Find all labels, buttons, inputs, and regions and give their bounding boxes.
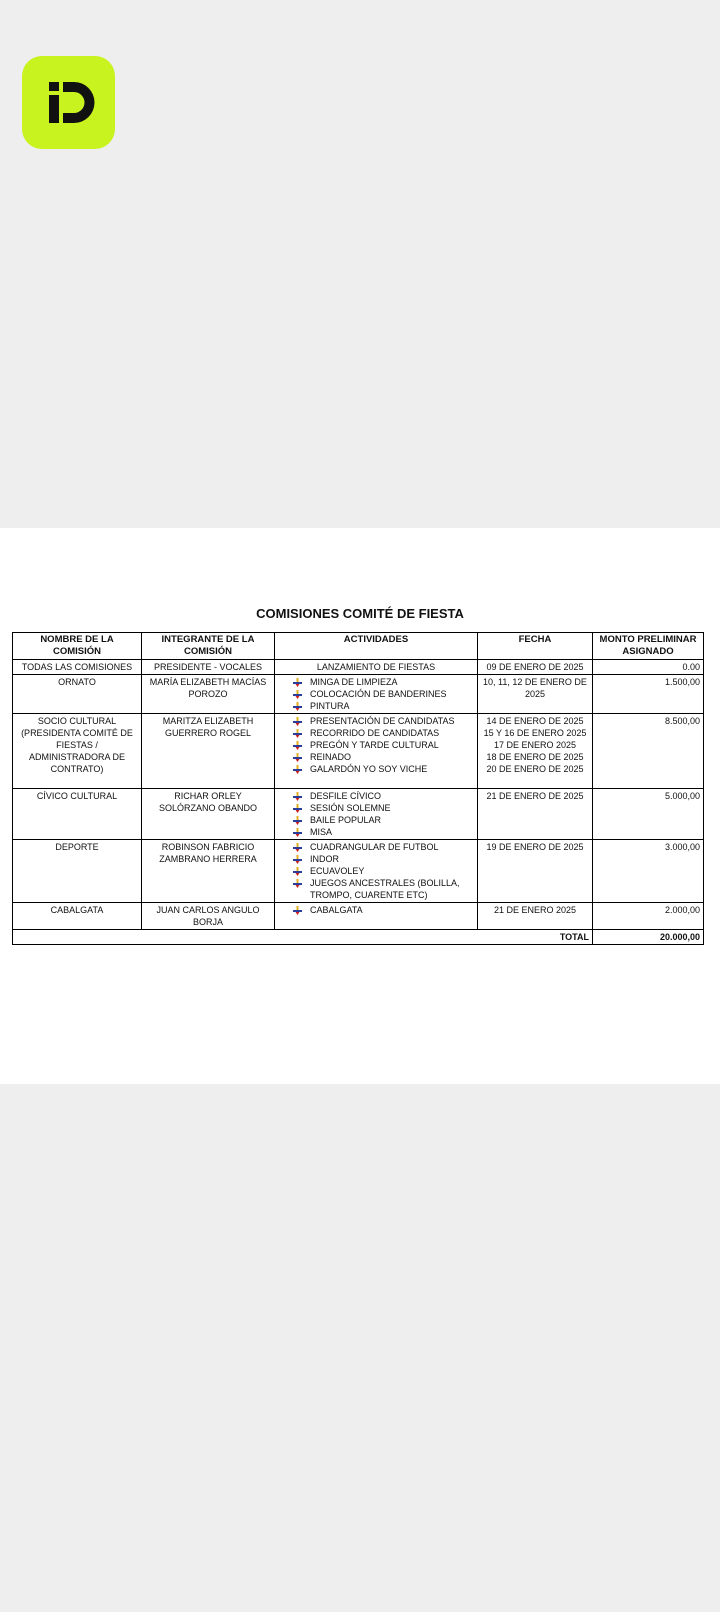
cell-monto: 5.000,00 — [592, 788, 704, 840]
header-integrante: INTEGRANTE DE LA COMISIÓN — [141, 632, 275, 660]
arrow-down-bullet-icon — [293, 816, 302, 825]
activity-item: ECUAVOLEY — [293, 865, 474, 877]
cell-integrante: MARITZA ELIZABETH GUERRERO ROGEL — [141, 713, 275, 789]
cell-comision: CABALGATA — [12, 902, 142, 930]
cell-comision: SOCIO CULTURAL (PRESIDENTA COMITÉ DE FIE… — [12, 713, 142, 789]
arrow-down-bullet-icon — [293, 792, 302, 801]
cell-fecha: 10, 11, 12 DE ENERO DE 2025 — [477, 674, 593, 714]
cell-integrante: MARÍA ELIZABETH MACÍAS POROZO — [141, 674, 275, 714]
cell-fecha: 14 DE ENERO DE 2025 15 Y 16 DE ENERO 2025… — [477, 713, 593, 789]
cell-comision: ORNATO — [12, 674, 142, 714]
table-row: ORNATO MARÍA ELIZABETH MACÍAS POROZO MINGA… — [12, 674, 704, 714]
header-actividades: ACTIVIDADES — [274, 632, 478, 660]
arrow-down-bullet-icon — [293, 702, 302, 711]
cell-actividades: CUADRANGULAR DE FUTBOL INDOR ECUAVOLEY JUEG… — [274, 839, 478, 903]
arrow-down-bullet-icon — [293, 753, 302, 762]
activity-item: RECORRIDO DE CANDIDATAS — [293, 727, 474, 739]
header-fecha: FECHA — [477, 632, 593, 660]
total-value: 20.000,00 — [592, 929, 704, 945]
cell-comision: CÍVICO CULTURAL — [12, 788, 142, 840]
cell-actividades: MINGA DE LIMPIEZA COLOCACIÓN DE BANDERINE… — [274, 674, 478, 714]
commissions-table: NOMBRE DE LA COMISIÓN INTEGRANTE DE LA C… — [12, 632, 704, 945]
cell-actividades: DESFILE CÍVICO SESIÓN SOLEMNE BAILE POPULA… — [274, 788, 478, 840]
arrow-down-bullet-icon — [293, 678, 302, 687]
activity-item: BAILE POPULAR — [293, 814, 474, 826]
cell-actividades: PRESENTACIÓN DE CANDIDATAS RECORRIDO DE C… — [274, 713, 478, 789]
arrow-down-bullet-icon — [293, 765, 302, 774]
arrow-down-bullet-icon — [293, 867, 302, 876]
app-logo — [22, 56, 115, 149]
activity-item: MISA — [293, 826, 474, 838]
activity-item: PRESENTACIÓN DE CANDIDATAS — [293, 715, 474, 727]
cell-integrante: JUAN CARLOS ANGULO BORJA — [141, 902, 275, 930]
activity-item: COLOCACIÓN DE BANDERINES — [293, 688, 474, 700]
total-row: TOTAL 20.000,00 — [12, 929, 704, 945]
cell-fecha: 19 DE ENERO DE 2025 — [477, 839, 593, 903]
arrow-down-bullet-icon — [293, 843, 302, 852]
table-row: CÍVICO CULTURAL RICHAR ORLEY SOLÓRZANO OB… — [12, 788, 704, 840]
arrow-down-bullet-icon — [293, 729, 302, 738]
table-row: SOCIO CULTURAL (PRESIDENTA COMITÉ DE FIE… — [12, 713, 704, 789]
arrow-down-bullet-icon — [293, 879, 302, 888]
arrow-down-bullet-icon — [293, 741, 302, 750]
cell-fecha: 21 DE ENERO DE 2025 — [477, 788, 593, 840]
header-comision: NOMBRE DE LA COMISIÓN — [12, 632, 142, 660]
arrow-down-bullet-icon — [293, 717, 302, 726]
cell-integrante: RICHAR ORLEY SOLÓRZANO OBANDO — [141, 788, 275, 840]
cell-actividades: CABALGATA — [274, 902, 478, 930]
activity-item: SESIÓN SOLEMNE — [293, 802, 474, 814]
activity-item: DESFILE CÍVICO — [293, 790, 474, 802]
activity-item: JUEGOS ANCESTRALES (BOLILLA, TROMPO, CUA… — [293, 877, 474, 901]
activity-item: INDOR — [293, 853, 474, 865]
cell-integrante: ROBINSON FABRICIO ZAMBRANO HERRERA — [141, 839, 275, 903]
table-header-row: NOMBRE DE LA COMISIÓN INTEGRANTE DE LA C… — [12, 632, 704, 660]
header-monto: MONTO PRELIMINAR ASIGNADO — [592, 632, 704, 660]
arrow-down-bullet-icon — [293, 804, 302, 813]
document-page: COMISIONES COMITÉ DE FIESTA NOMBRE DE LA… — [0, 528, 720, 1084]
table-row: DEPORTE ROBINSON FABRICIO ZAMBRANO HERRER… — [12, 839, 704, 903]
arrow-down-bullet-icon — [293, 906, 302, 915]
cell-monto: 0.00 — [592, 659, 704, 675]
activity-item: CABALGATA — [293, 904, 474, 916]
total-label: TOTAL — [12, 929, 593, 945]
activity-item: PREGÓN Y TARDE CULTURAL — [293, 739, 474, 751]
id-logo-icon — [49, 82, 95, 123]
cell-fecha: 21 DE ENERO 2025 — [477, 902, 593, 930]
activity-item: PINTURA — [293, 700, 474, 712]
activity-item: CUADRANGULAR DE FUTBOL — [293, 841, 474, 853]
table-row: TODAS LAS COMISIONES PRESIDENTE - VOCALES… — [12, 659, 704, 675]
document-title: COMISIONES COMITÉ DE FIESTA — [256, 606, 464, 621]
cell-monto: 1.500,00 — [592, 674, 704, 714]
activity-item: REINADO — [293, 751, 474, 763]
table-row: CABALGATA JUAN CARLOS ANGULO BORJA CABALGA… — [12, 902, 704, 930]
cell-monto: 3.000,00 — [592, 839, 704, 903]
cell-monto: 8.500,00 — [592, 713, 704, 789]
cell-actividades: LANZAMIENTO DE FIESTAS — [274, 659, 478, 675]
arrow-down-bullet-icon — [293, 690, 302, 699]
cell-comision: DEPORTE — [12, 839, 142, 903]
cell-fecha: 09 DE ENERO DE 2025 — [477, 659, 593, 675]
cell-monto: 2.000,00 — [592, 902, 704, 930]
arrow-down-bullet-icon — [293, 828, 302, 837]
cell-integrante: PRESIDENTE - VOCALES — [141, 659, 275, 675]
arrow-down-bullet-icon — [293, 855, 302, 864]
activity-item: GALARDÓN YO SOY VICHE — [293, 763, 474, 775]
activity-item: MINGA DE LIMPIEZA — [293, 676, 474, 688]
cell-comision: TODAS LAS COMISIONES — [12, 659, 142, 675]
